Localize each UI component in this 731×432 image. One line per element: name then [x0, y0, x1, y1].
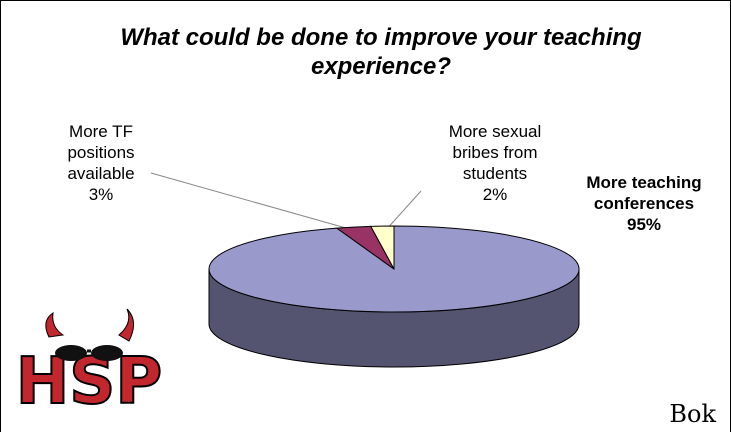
leader-lines: [151, 173, 421, 231]
horn: [119, 309, 134, 341]
slice-category-label: More sexual bribes from students: [436, 121, 554, 184]
slice-value-label: 3%: [49, 184, 153, 205]
signature: Bok: [669, 400, 716, 428]
leader-line: [385, 191, 421, 231]
slice-value-label: 95%: [569, 214, 719, 235]
sunglasses: [91, 345, 123, 361]
sunglasses: [55, 345, 87, 361]
page: HSP What could be done to improve your t…: [0, 0, 731, 432]
slice-category-label: More TF positions available: [49, 121, 153, 184]
chart-title: What could be done to improve your teach…: [61, 23, 701, 81]
leader-line: [151, 173, 353, 230]
slice-value-label: 2%: [436, 184, 554, 205]
horn: [46, 313, 63, 337]
logo: HSP: [16, 309, 163, 419]
slice-category-label: More teaching conferences: [569, 172, 719, 214]
logo-text: HSP: [16, 345, 163, 419]
